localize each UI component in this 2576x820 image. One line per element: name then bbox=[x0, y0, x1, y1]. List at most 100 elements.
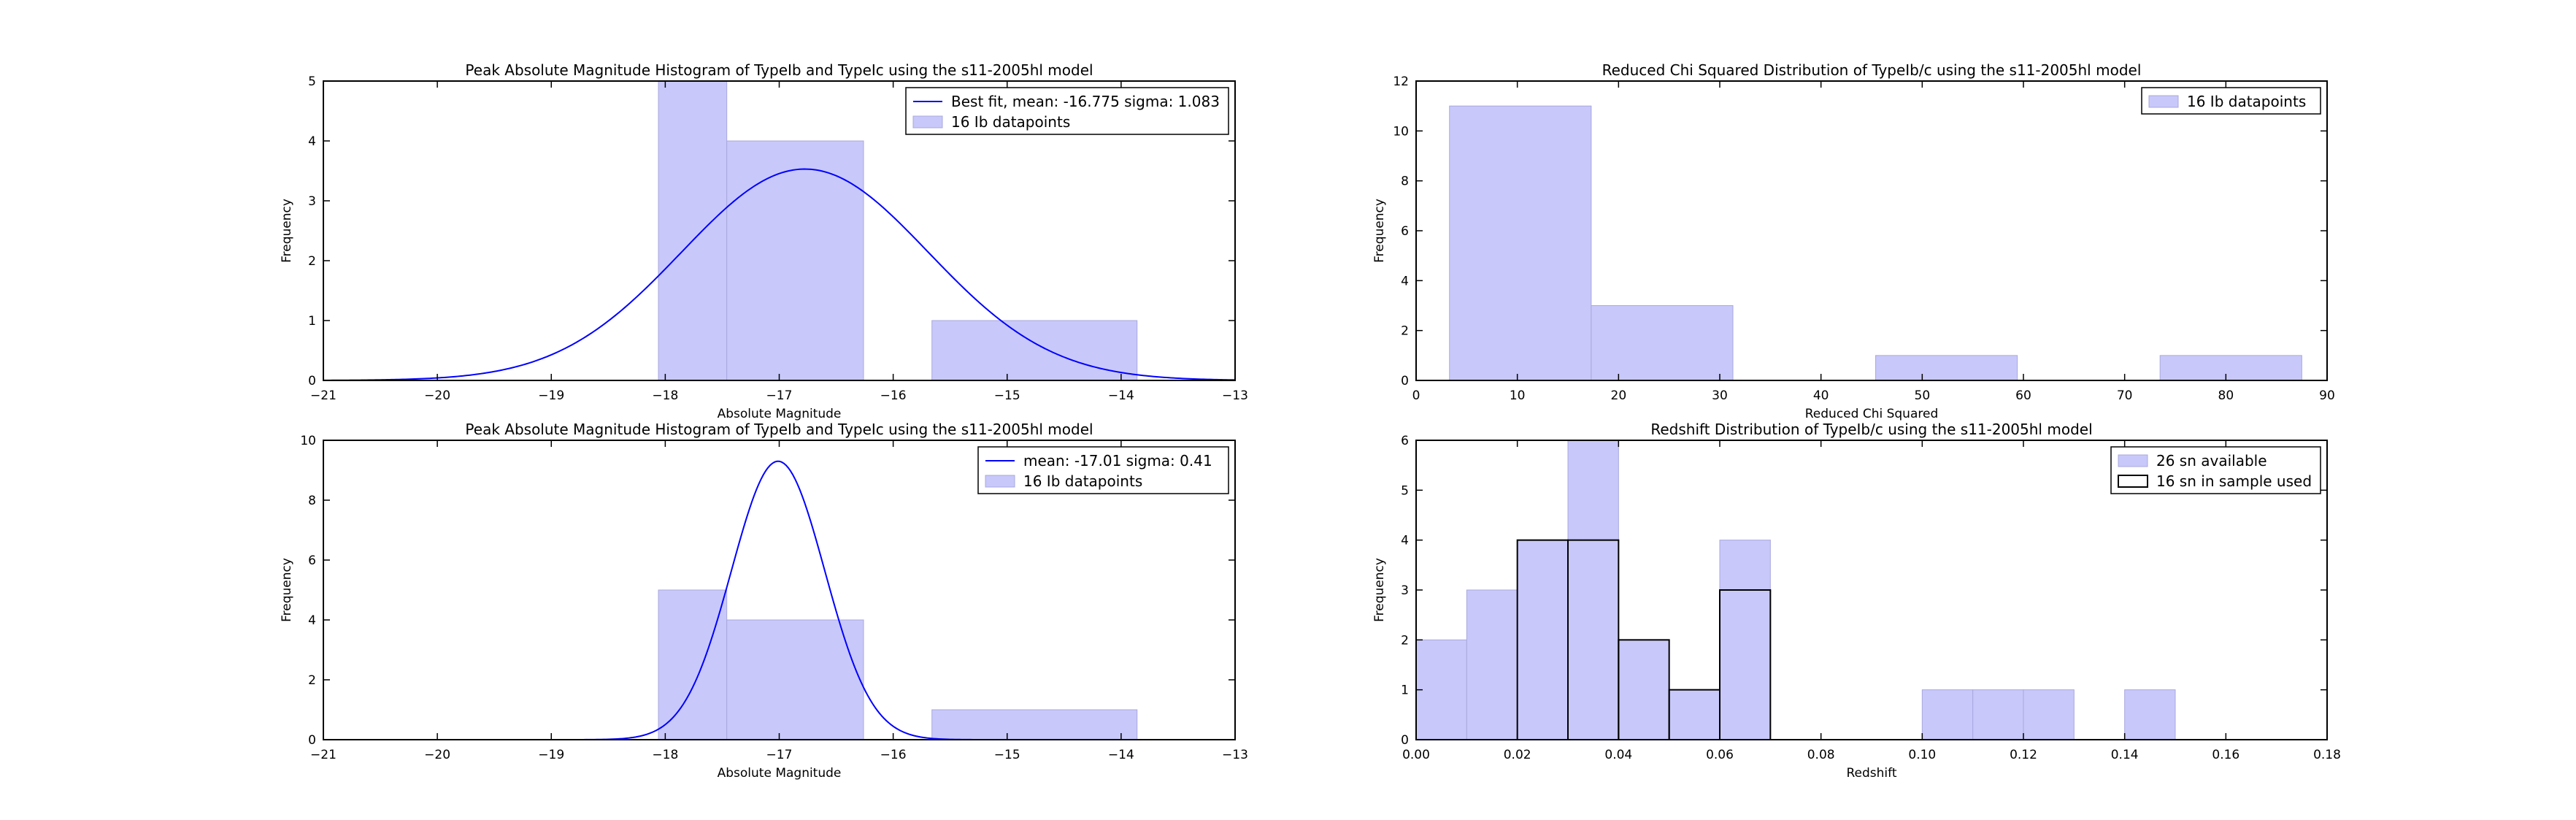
legend-label: Best fit, mean: -16.775 sigma: 1.083 bbox=[951, 93, 1220, 110]
y-tick-label: 5 bbox=[1401, 483, 1409, 498]
chart-title: Peak Absolute Magnitude Histogram of Typ… bbox=[465, 61, 1093, 79]
legend-patch-swatch bbox=[912, 115, 943, 129]
histogram-bar bbox=[658, 589, 728, 740]
chart-1: −21 −20 −19 −18 −17 −16 −15 −14 −13 0 1 2 3 4 5 Peak Ab… bbox=[280, 61, 1248, 421]
y-axis-label: Frequency bbox=[280, 199, 294, 263]
x-tick-label: 0.06 bbox=[1706, 748, 1734, 762]
legend-patch-swatch bbox=[2148, 95, 2179, 108]
chart-title: Reduced Chi Squared Distribution of Type… bbox=[1602, 61, 2142, 79]
x-tick-label: 0.08 bbox=[1807, 748, 1835, 762]
histogram-bar bbox=[658, 80, 728, 381]
histogram-bar bbox=[726, 140, 864, 381]
chart-3: −21 −20 −19 −18 −17 −16 −15 −14 −13 0 2 4 6 8 10 Peak A… bbox=[280, 421, 1248, 781]
x-tick-label: −16 bbox=[880, 388, 907, 403]
x-tick-label: 0.02 bbox=[1504, 748, 1531, 762]
legend: Best fit, mean: -16.775 sigma: 1.083 16 I… bbox=[905, 87, 1229, 135]
histogram-bar-available bbox=[1415, 639, 1467, 740]
x-tick-label: −19 bbox=[538, 388, 564, 403]
y-tick-label: 10 bbox=[1393, 124, 1409, 139]
x-axis-label: Redshift bbox=[1846, 766, 1896, 781]
legend-box bbox=[905, 87, 1229, 135]
y-tick-label: 6 bbox=[1401, 434, 1409, 448]
histogram-bar bbox=[1449, 105, 1592, 381]
legend: 16 Ib datapoints bbox=[2141, 87, 2321, 115]
x-tick-label: −17 bbox=[766, 748, 793, 762]
fit-curve bbox=[323, 168, 1236, 381]
y-tick-label: 4 bbox=[1401, 534, 1409, 548]
x-axis-label: Absolute Magnitude bbox=[718, 407, 842, 421]
x-tick-label: −20 bbox=[424, 748, 450, 762]
histogram-bar bbox=[1591, 305, 1734, 381]
legend-label: 16 Ib datapoints bbox=[2187, 93, 2306, 110]
x-tick-label: −17 bbox=[766, 388, 793, 403]
histogram-bar-available bbox=[1466, 589, 1518, 740]
legend-label: 16 Ib datapoints bbox=[951, 113, 1070, 131]
histogram-bar bbox=[1875, 355, 2018, 381]
y-tick-label: 1 bbox=[308, 314, 316, 329]
y-tick-label: 0 bbox=[308, 733, 316, 748]
histogram-bar-available bbox=[1567, 440, 1619, 740]
y-axis-label: Frequency bbox=[280, 558, 294, 622]
legend-step-swatch bbox=[2118, 475, 2148, 488]
chart-4: 0.00 0.02 0.04 0.06 0.08 0.10 0.12 0.14 0.16 0.18… bbox=[1372, 421, 2341, 781]
histogram-bar bbox=[931, 709, 1138, 740]
y-tick-label: 0 bbox=[1401, 374, 1409, 388]
x-tick-label: −20 bbox=[424, 388, 450, 403]
y-tick-label: 1 bbox=[1401, 683, 1409, 698]
y-axis-label: Frequency bbox=[1372, 199, 1387, 263]
x-tick-label: −21 bbox=[310, 748, 337, 762]
legend-label: mean: -17.01 sigma: 0.41 bbox=[1023, 452, 1212, 470]
x-tick-label: 60 bbox=[2015, 388, 2031, 403]
x-tick-label: 50 bbox=[1915, 388, 1931, 403]
histogram-bar-available bbox=[2124, 689, 2176, 740]
chart-title: Peak Absolute Magnitude Histogram of Typ… bbox=[465, 421, 1093, 438]
y-tick-label: 3 bbox=[308, 194, 316, 209]
y-tick-label: 10 bbox=[300, 434, 316, 448]
histogram-bar-available bbox=[1972, 689, 2024, 740]
histogram-bar bbox=[726, 619, 864, 740]
x-tick-label: −13 bbox=[1222, 748, 1248, 762]
histogram-bar bbox=[2159, 355, 2302, 381]
x-tick-label: 10 bbox=[1510, 388, 1526, 403]
histogram-bar-available bbox=[2023, 689, 2075, 740]
legend-patch-swatch bbox=[2118, 454, 2148, 467]
histogram-bar bbox=[931, 320, 1138, 381]
y-tick-label: 5 bbox=[308, 74, 316, 89]
x-tick-label: −19 bbox=[538, 748, 564, 762]
y-tick-label: 0 bbox=[1401, 733, 1409, 748]
legend-box bbox=[977, 446, 1229, 494]
x-tick-label: −21 bbox=[310, 388, 337, 403]
x-axis-label: Absolute Magnitude bbox=[718, 766, 842, 781]
y-tick-label: 2 bbox=[1401, 324, 1409, 339]
y-tick-label: 2 bbox=[308, 673, 316, 688]
y-tick-label: 4 bbox=[308, 613, 316, 628]
x-tick-label: 80 bbox=[2218, 388, 2234, 403]
x-tick-label: 30 bbox=[1712, 388, 1728, 403]
x-tick-label: −18 bbox=[652, 388, 678, 403]
legend-label: 26 sn available bbox=[2156, 452, 2267, 470]
x-axis-label: Reduced Chi Squared bbox=[1805, 407, 1938, 421]
legend-label: 16 Ib datapoints bbox=[1023, 472, 1142, 490]
x-tick-label: 90 bbox=[2319, 388, 2335, 403]
y-tick-label: 2 bbox=[308, 254, 316, 269]
y-tick-label: 4 bbox=[1401, 274, 1409, 288]
y-tick-label: 6 bbox=[308, 553, 316, 568]
legend-label: 16 sn in sample used bbox=[2156, 472, 2312, 490]
y-tick-label: 0 bbox=[308, 374, 316, 388]
x-tick-label: −16 bbox=[880, 748, 907, 762]
histogram-bar-available bbox=[1921, 689, 1974, 740]
x-tick-label: 0.04 bbox=[1604, 748, 1632, 762]
legend-patch-swatch bbox=[985, 475, 1015, 488]
y-tick-label: 6 bbox=[1401, 224, 1409, 239]
y-tick-label: 3 bbox=[1401, 583, 1409, 598]
x-tick-label: 0.16 bbox=[2212, 748, 2239, 762]
x-tick-label: 0.10 bbox=[1908, 748, 1936, 762]
histogram-bar-available bbox=[1618, 639, 1670, 740]
y-axis-label: Frequency bbox=[1372, 558, 1387, 622]
x-tick-label: −14 bbox=[1108, 388, 1134, 403]
x-tick-label: 0.00 bbox=[1402, 748, 1430, 762]
x-tick-label: 20 bbox=[1611, 388, 1627, 403]
x-tick-label: −18 bbox=[652, 748, 678, 762]
x-tick-label: 0.18 bbox=[2313, 748, 2341, 762]
